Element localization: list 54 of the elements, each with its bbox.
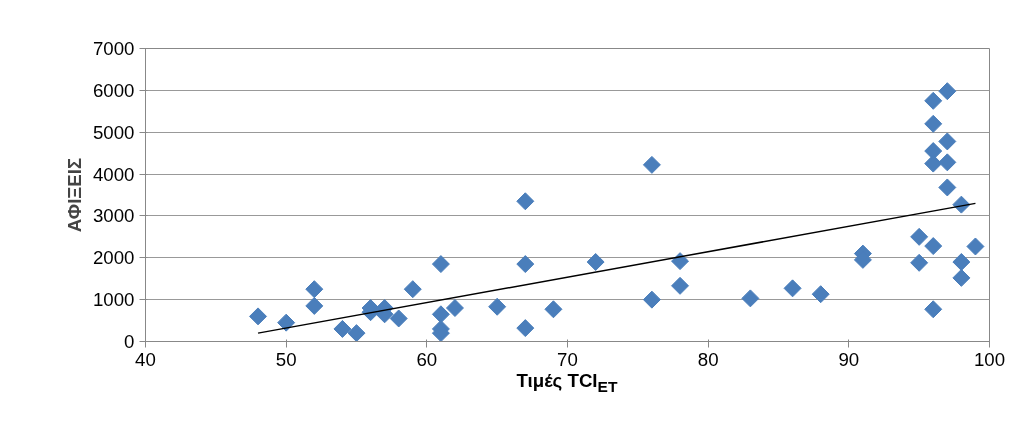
point bbox=[938, 132, 957, 151]
point bbox=[516, 192, 535, 211]
point bbox=[305, 280, 324, 299]
y-tick-label: 2000 bbox=[93, 247, 135, 269]
point bbox=[924, 300, 943, 319]
point bbox=[952, 252, 971, 271]
point bbox=[671, 276, 690, 295]
point bbox=[586, 252, 605, 271]
point bbox=[741, 289, 760, 308]
point bbox=[966, 237, 985, 256]
x-tick-label: 80 bbox=[697, 348, 719, 370]
point bbox=[811, 285, 830, 304]
y-axis-title: ΑΦΙΞΕΙΣ bbox=[64, 157, 85, 233]
point bbox=[924, 237, 943, 256]
y-tick-label: 0 bbox=[124, 331, 135, 352]
point bbox=[333, 319, 352, 338]
point bbox=[952, 268, 971, 287]
x-tick-label: 90 bbox=[838, 348, 860, 370]
point bbox=[403, 280, 422, 299]
point bbox=[389, 309, 408, 328]
x-tick-label: 60 bbox=[416, 348, 438, 370]
point bbox=[924, 91, 943, 110]
point bbox=[642, 155, 661, 174]
y-tick-label: 1000 bbox=[93, 289, 135, 311]
x-tick-label: 100 bbox=[973, 348, 1006, 370]
y-tick-label: 3000 bbox=[93, 205, 135, 227]
point bbox=[938, 178, 957, 197]
point bbox=[516, 255, 535, 274]
point bbox=[516, 319, 535, 338]
point bbox=[938, 82, 957, 101]
y-tick-label: 7000 bbox=[93, 38, 135, 59]
point bbox=[938, 153, 957, 172]
point bbox=[431, 305, 450, 324]
y-tick-label: 4000 bbox=[93, 163, 135, 185]
x-tick-label: 40 bbox=[135, 348, 156, 370]
point bbox=[783, 279, 802, 298]
x-tick-label: 50 bbox=[275, 348, 297, 370]
point bbox=[431, 255, 450, 274]
y-tick-label: 6000 bbox=[93, 79, 135, 101]
point bbox=[671, 252, 690, 271]
point bbox=[249, 307, 268, 326]
point bbox=[305, 296, 324, 315]
point bbox=[924, 114, 943, 133]
x-axis-title: Τιμές TCI$_{ET}$ bbox=[515, 369, 619, 397]
point bbox=[910, 227, 929, 246]
point bbox=[488, 297, 507, 316]
point bbox=[910, 253, 929, 272]
point bbox=[347, 324, 366, 342]
point bbox=[544, 300, 563, 319]
point bbox=[277, 313, 296, 332]
y-tick-label: 5000 bbox=[93, 121, 135, 143]
x-tick-label: 70 bbox=[557, 348, 578, 370]
point bbox=[445, 299, 464, 317]
point bbox=[642, 290, 661, 309]
